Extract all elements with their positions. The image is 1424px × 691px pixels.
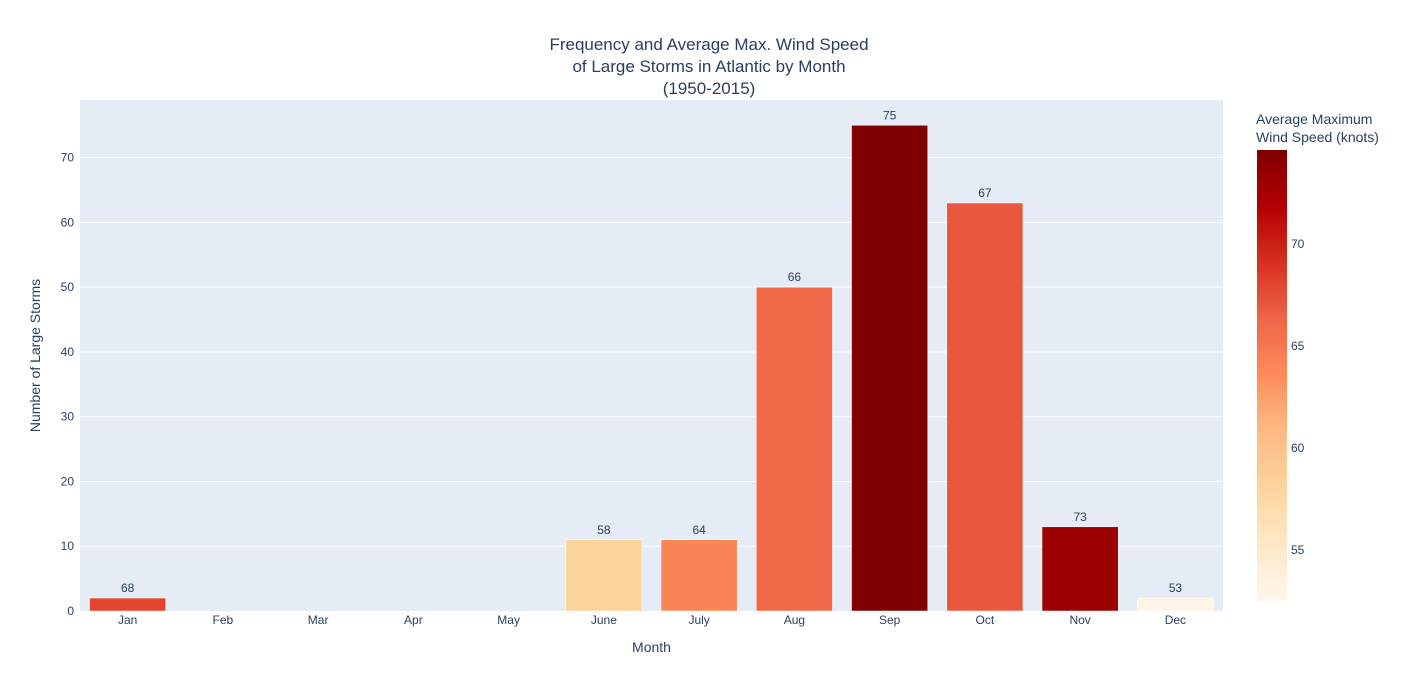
colorbar-title: Wind Speed (knots) bbox=[1256, 129, 1379, 145]
colorbar-tick-label: 70 bbox=[1291, 237, 1305, 251]
chart-title-line: (1950-2015) bbox=[663, 79, 756, 98]
bar-label-july: 64 bbox=[692, 523, 706, 537]
bar-dec bbox=[1137, 597, 1214, 612]
colorbar-tick-label: 55 bbox=[1291, 543, 1305, 557]
x-tick-label: July bbox=[688, 613, 709, 627]
y-axis-title: Number of Large Storms bbox=[27, 279, 43, 432]
chart-title: Frequency and Average Max. Wind Speed of … bbox=[549, 35, 868, 98]
colorbar: Average Maximum Wind Speed (knots) 55 60 65… bbox=[1256, 111, 1379, 601]
x-tick-label: June bbox=[591, 613, 617, 627]
bars bbox=[89, 125, 1214, 612]
x-tick-label: Sep bbox=[879, 613, 901, 627]
bar-label-dec: 53 bbox=[1169, 581, 1183, 595]
x-tick-label: Apr bbox=[404, 613, 423, 627]
x-tick-label: Feb bbox=[213, 613, 234, 627]
x-tick-label: May bbox=[497, 613, 520, 627]
bar-oct bbox=[946, 202, 1024, 612]
bar-sep bbox=[851, 125, 928, 612]
bar-label-nov: 73 bbox=[1073, 510, 1087, 524]
colorbar-tick-label: 60 bbox=[1291, 441, 1305, 455]
x-tick-label: Mar bbox=[308, 613, 329, 627]
x-tick-label: Dec bbox=[1165, 613, 1186, 627]
chart-title-line: of Large Storms in Atlantic by Month bbox=[572, 57, 845, 76]
y-axis-ticks: 0 10 20 30 40 50 60 70 bbox=[61, 151, 75, 618]
x-axis-ticks: Jan Feb Mar Apr May June July Aug Sep Oct Nov Dec bbox=[118, 613, 1186, 627]
bar-label-oct: 67 bbox=[978, 186, 992, 200]
bar-nov bbox=[1041, 526, 1119, 612]
grid-lines bbox=[80, 157, 1223, 547]
x-tick-label: Nov bbox=[1069, 613, 1090, 627]
y-tick-label: 30 bbox=[61, 410, 75, 424]
x-tick-label: Oct bbox=[976, 613, 995, 627]
bar-labels: 68 58 64 66 75 67 73 53 bbox=[121, 108, 1182, 595]
bar-jan bbox=[89, 597, 166, 612]
y-tick-label: 60 bbox=[61, 215, 75, 229]
x-tick-label: Jan bbox=[118, 613, 137, 627]
colorbar-title: Average Maximum bbox=[1256, 111, 1372, 127]
x-axis-title: Month bbox=[632, 639, 671, 655]
bar-label-jan: 68 bbox=[121, 581, 135, 595]
y-tick-label: 50 bbox=[61, 280, 75, 294]
y-tick-label: 70 bbox=[61, 151, 75, 165]
x-tick-label: Aug bbox=[784, 613, 805, 627]
colorbar-gradient bbox=[1257, 150, 1287, 601]
bar-july bbox=[660, 539, 738, 612]
bar-label-sep: 75 bbox=[883, 108, 897, 122]
y-tick-label: 40 bbox=[61, 345, 75, 359]
chart-title-line: Frequency and Average Max. Wind Speed bbox=[549, 35, 868, 54]
y-tick-label: 10 bbox=[61, 539, 75, 553]
y-tick-label: 0 bbox=[67, 604, 74, 618]
bar-june bbox=[565, 539, 643, 612]
y-tick-label: 20 bbox=[61, 474, 75, 488]
bar-aug bbox=[756, 286, 833, 612]
plot-area bbox=[80, 100, 1223, 611]
bar-label-aug: 66 bbox=[788, 270, 802, 284]
bar-label-june: 58 bbox=[597, 523, 611, 537]
colorbar-tick-label: 65 bbox=[1291, 339, 1305, 353]
